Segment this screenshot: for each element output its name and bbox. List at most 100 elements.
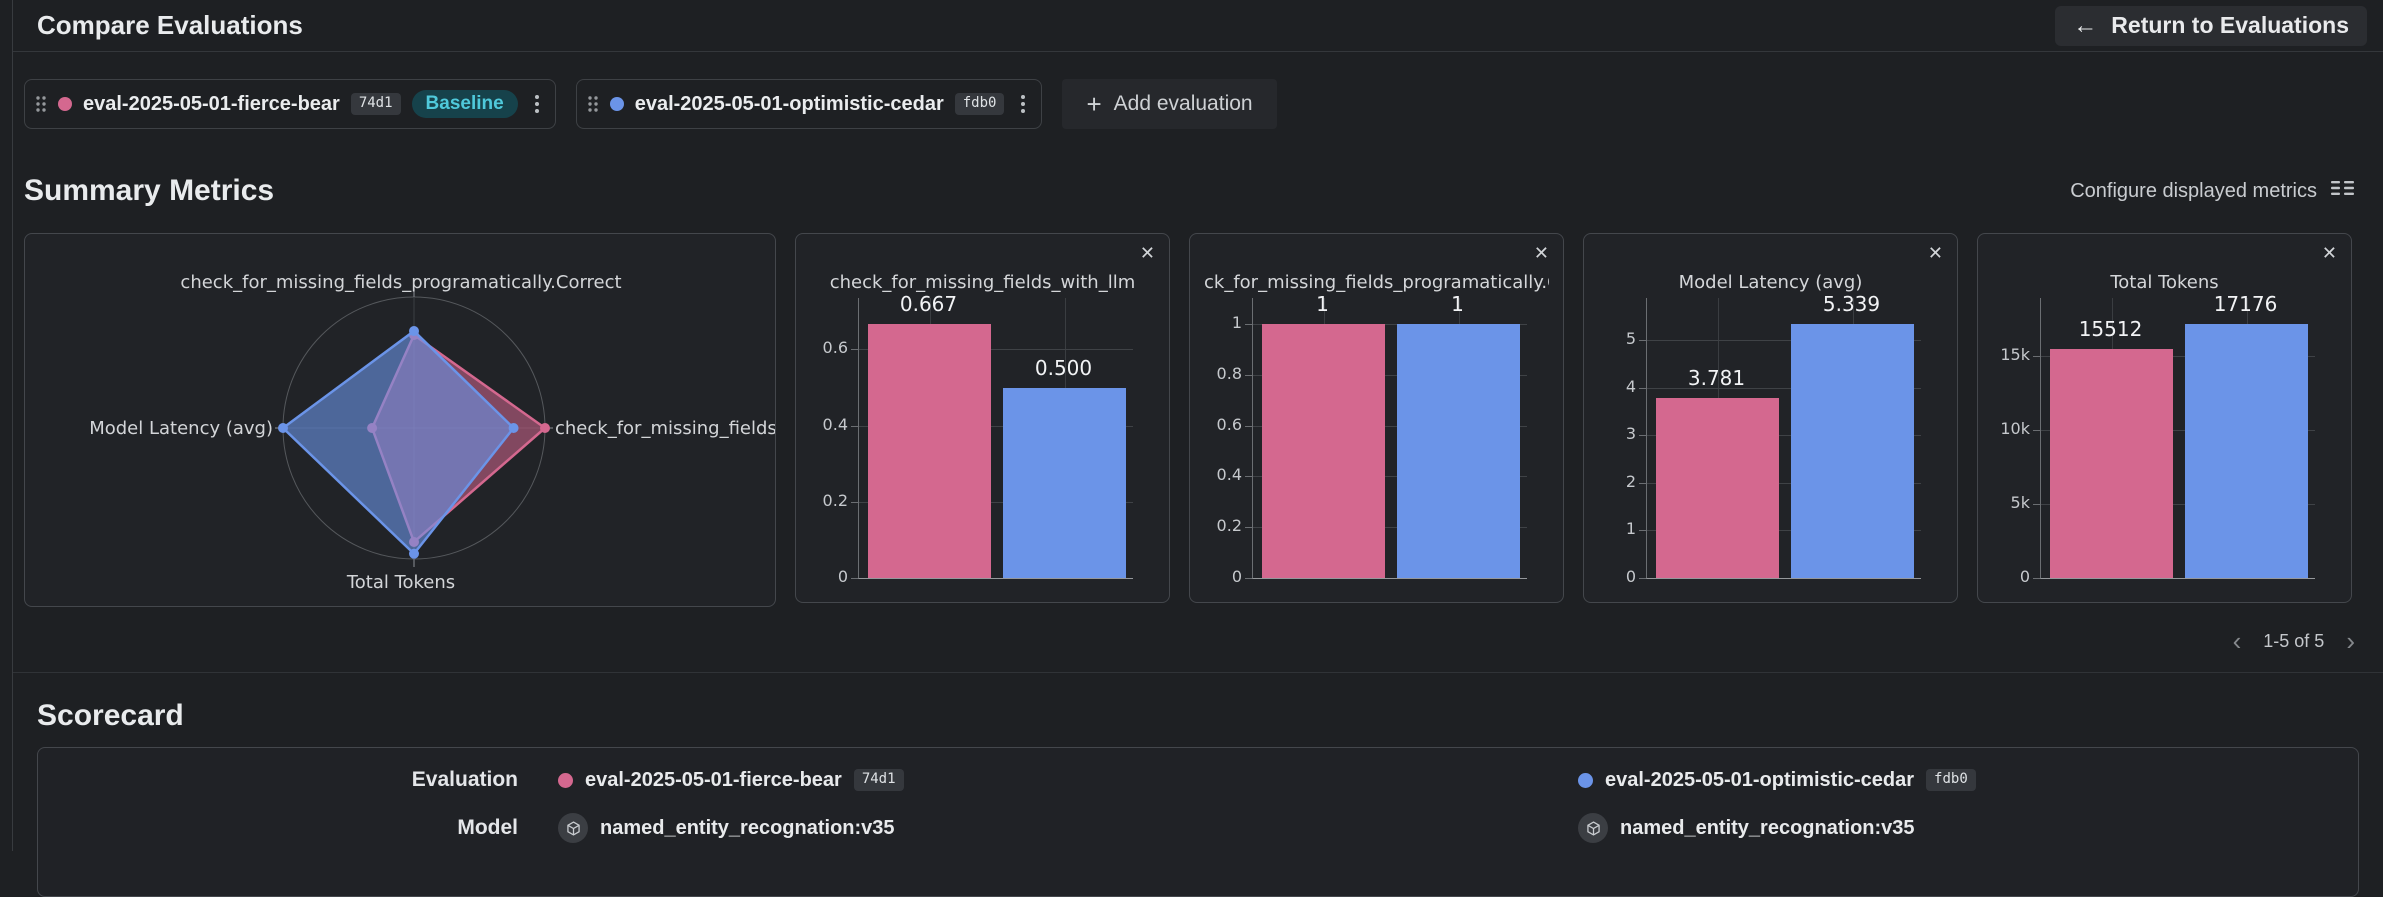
- bar-comparison: [1397, 324, 1520, 578]
- model-object-icon: [558, 813, 588, 843]
- chart-title: Model Latency (avg): [1678, 272, 1863, 293]
- y-tick-label: 2: [1625, 472, 1636, 491]
- summary-metrics-header: Summary Metrics Configure displayed metr…: [24, 174, 2361, 208]
- return-to-evaluations-button[interactable]: ← Return to Evaluations: [2055, 5, 2367, 46]
- evaluation-pill-comparison[interactable]: eval-2025-05-01-optimistic-cedar fdb0: [575, 79, 1043, 129]
- svg-text:Model Latency (avg): Model Latency (avg): [89, 418, 273, 439]
- evaluation-hash-badge: 74d1: [350, 93, 401, 115]
- return-button-label: Return to Evaluations: [2111, 12, 2349, 38]
- bar-value-label: 15512: [2078, 317, 2143, 341]
- row-label: Evaluation: [411, 768, 518, 791]
- drag-handle-icon[interactable]: [35, 94, 47, 114]
- y-tick-label: 0.2: [822, 491, 848, 510]
- bar-plot-area: [851, 298, 1133, 579]
- pagination-prev-icon[interactable]: ‹: [2232, 626, 2242, 656]
- svg-text:Total Tokens: Total Tokens: [346, 572, 455, 593]
- add-evaluation-button[interactable]: + Add evaluation: [1062, 79, 1277, 129]
- close-metric-icon[interactable]: ✕: [2321, 243, 2337, 263]
- bar-comparison: [2185, 324, 2308, 578]
- bar-value-label: 1: [1451, 292, 1464, 316]
- top-header: Compare Evaluations ← Return to Evaluati…: [13, 0, 2383, 52]
- bar-comparison: [1003, 388, 1126, 578]
- svg-text:check_for_missing_fields_: check_for_missing_fields_: [555, 418, 775, 439]
- chart-title: Total Tokens: [2110, 272, 2219, 293]
- bar-plot-area: [2033, 298, 2315, 579]
- add-evaluation-label: Add evaluation: [1113, 92, 1253, 115]
- scorecard-title: Scorecard: [37, 699, 184, 732]
- bar-plot-area: [1245, 298, 1527, 579]
- baseline-badge: Baseline: [411, 89, 518, 119]
- y-tick-label: 5: [1625, 329, 1636, 348]
- bar-value-label: 17176: [2213, 292, 2278, 316]
- y-tick-label: 5k: [2010, 493, 2030, 512]
- close-metric-icon[interactable]: ✕: [1927, 243, 1943, 263]
- bar-baseline: [868, 324, 991, 578]
- metric-radar-card: check_for_missing_fields_programatically…: [24, 233, 787, 607]
- configure-metrics-icon: [2331, 179, 2355, 203]
- chart-title: ck_for_missing_fields_programatically.C: [1204, 272, 1549, 293]
- y-tick-label: 0: [1625, 567, 1636, 586]
- bar-comparison: [1791, 324, 1914, 578]
- evaluation-name: eval-2025-05-01-fierce-bear: [83, 92, 340, 115]
- scorecard-cell-model-comparison: named_entity_recognation:v35: [1554, 813, 2358, 843]
- y-tick-label: 0.4: [1216, 465, 1242, 484]
- y-tick-label: 4: [1625, 377, 1636, 396]
- bar-value-label: 0.667: [899, 292, 958, 316]
- evaluation-color-dot: [609, 97, 624, 111]
- metric-card-3: ✕ Model Latency (avg) 5 4 3 2 1 0 3.781 5.339: [1583, 233, 1958, 603]
- radar-chart: check_for_missing_fields_programatically…: [89, 272, 787, 593]
- model-name[interactable]: named_entity_recognation:v35: [1620, 816, 1915, 839]
- pagination-next-icon[interactable]: ›: [2346, 626, 2355, 656]
- y-tick-label: 15k: [2000, 345, 2030, 364]
- bar-value-label: 0.500: [1034, 356, 1093, 380]
- y-tick-label: 1: [1231, 313, 1242, 332]
- y-tick-label: 0: [2019, 567, 2030, 586]
- scorecard-row-evaluation: Evaluation eval-2025-05-01-fierce-bear 7…: [38, 756, 2358, 804]
- page-title: Compare Evaluations: [37, 10, 303, 40]
- evaluation-color-dot: [58, 97, 72, 111]
- configure-displayed-metrics-label: Configure displayed metrics: [2070, 179, 2317, 202]
- metric-card-2: ✕ ck_for_missing_fields_programatically.C…: [1189, 233, 1564, 603]
- evaluation-color-dot: [1578, 772, 1593, 788]
- metric-card-1: ✕ check_for_missing_fields_with_llm 0.6 0.4…: [795, 233, 1170, 603]
- configure-displayed-metrics-button[interactable]: Configure displayed metrics: [2064, 178, 2361, 204]
- y-tick-label: 10k: [2000, 419, 2030, 438]
- model-name[interactable]: named_entity_recognation:v35: [600, 816, 895, 839]
- chart-title: check_for_missing_fields_with_llm: [829, 272, 1136, 293]
- bar-plot-area: [1639, 298, 1921, 579]
- y-tick-label: 0.6: [1216, 415, 1242, 434]
- evaluation-pill-baseline[interactable]: eval-2025-05-01-fierce-bear 74d1 Baselin…: [24, 79, 556, 129]
- y-tick-label: 1: [1625, 519, 1636, 538]
- y-tick-label: 0: [1231, 567, 1242, 586]
- evaluation-name: eval-2025-05-01-optimistic-cedar: [634, 92, 944, 115]
- bar-value-label: 1: [1316, 292, 1329, 316]
- y-tick-label: 0.8: [1216, 364, 1242, 383]
- summary-metrics-title: Summary Metrics: [24, 174, 275, 207]
- close-metric-icon[interactable]: ✕: [1533, 243, 1549, 263]
- bar-baseline: [1656, 398, 1779, 578]
- pagination-range-label: 1-5 of 5: [2263, 630, 2325, 651]
- evaluation-hash-badge: fdb0: [1926, 769, 1976, 791]
- y-tick-label: 0.4: [822, 415, 848, 434]
- evaluation-hash-badge: 74d1: [853, 769, 904, 791]
- close-metric-icon[interactable]: ✕: [1139, 243, 1155, 263]
- evaluation-name: eval-2025-05-01-optimistic-cedar: [1605, 768, 1915, 791]
- evaluation-pills-row: eval-2025-05-01-fierce-bear 74d1 Baselin…: [24, 79, 1277, 129]
- bar-value-label: 5.339: [1822, 292, 1881, 316]
- plus-icon: +: [1086, 89, 1102, 119]
- y-tick-label: 3: [1625, 424, 1636, 443]
- bar-value-label: 3.781: [1687, 366, 1746, 390]
- scorecard-table: Evaluation eval-2025-05-01-fierce-bear 7…: [37, 747, 2359, 897]
- scorecard-cell-model-baseline: named_entity_recognation:v35: [534, 813, 1554, 843]
- y-tick-label: 0.2: [1216, 516, 1242, 535]
- drag-handle-icon[interactable]: [587, 94, 599, 114]
- metric-card-4: ✕ Total Tokens 15k 10k 5k 0 15512 17176: [1977, 233, 2352, 603]
- svg-text:check_for_missing_fields_progr: check_for_missing_fields_programatically…: [180, 272, 621, 293]
- evaluation-hash-badge: fdb0: [954, 93, 1005, 115]
- back-arrow-icon: ←: [2073, 11, 2098, 39]
- panel-left-edge: [12, 0, 13, 851]
- evaluation-menu-icon[interactable]: [1015, 91, 1031, 117]
- evaluation-name: eval-2025-05-01-fierce-bear: [585, 768, 842, 791]
- evaluation-menu-icon[interactable]: [529, 91, 545, 117]
- model-object-icon: [1578, 813, 1608, 843]
